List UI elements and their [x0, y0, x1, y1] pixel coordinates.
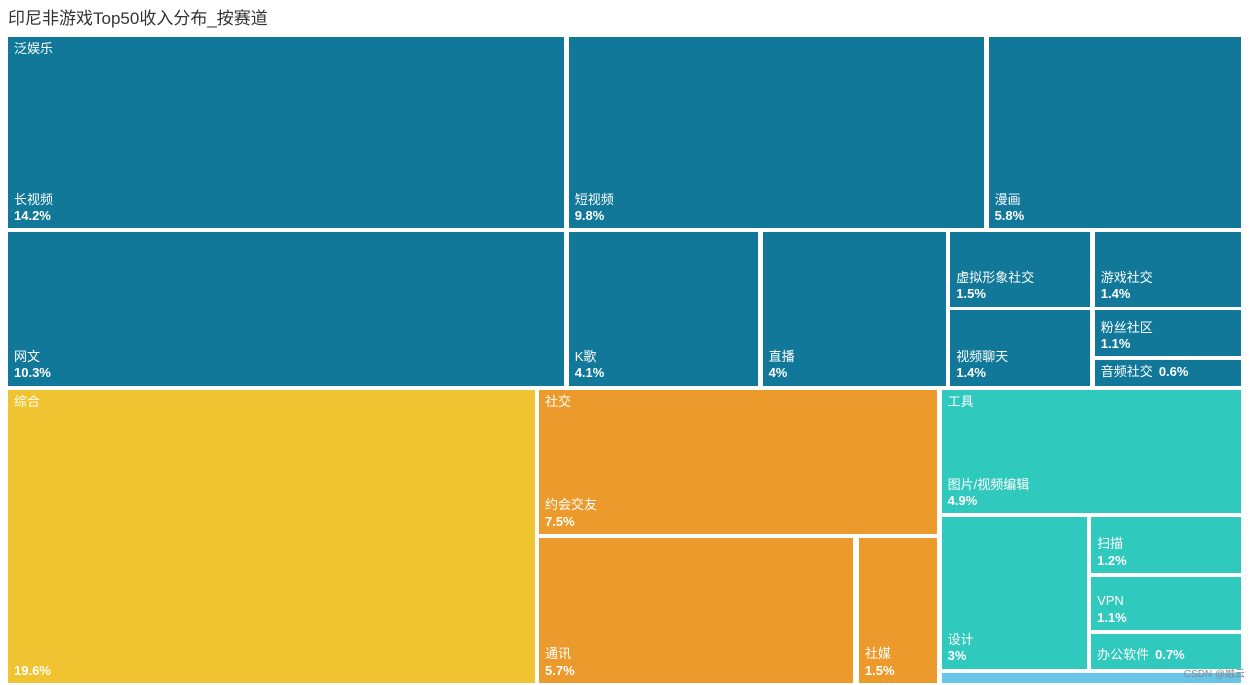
cell-value: 0.7%: [1155, 647, 1185, 662]
treemap-cell: 网文10.3%: [8, 232, 564, 386]
watermark: CSDN @融云: [1184, 665, 1245, 680]
treemap-cell: 短视频9.8%: [569, 37, 984, 228]
cell-name: 视频聊天: [956, 349, 1084, 365]
treemap-cell: 直播4%: [763, 232, 946, 386]
cell-value: 0.6%: [1159, 364, 1189, 379]
cell-value: 3%: [948, 648, 1081, 664]
cell-label: 漫画5.8%: [989, 188, 1241, 229]
cell-label: 视频聊天1.4%: [950, 345, 1090, 386]
cell-name: 游戏社交: [1101, 270, 1235, 286]
group-label: 泛娱乐: [8, 37, 564, 61]
cell-label: 游戏社交1.4%: [1095, 266, 1241, 307]
cell-name: 长视频: [14, 192, 558, 208]
treemap-chart: 泛娱乐长视频14.2%短视频9.8%漫画5.8%网文10.3%K歌4.1%直播4…: [8, 37, 1243, 685]
cell-label: 长视频14.2%: [8, 188, 564, 229]
cell-name: 网文: [14, 349, 558, 365]
cell-name: 音频社交: [1101, 364, 1153, 379]
cell-label: 社媒1.5%: [859, 642, 937, 683]
cell-value: 10.3%: [14, 365, 558, 381]
cell-value: 4.9%: [948, 493, 1235, 509]
cell-label: 通讯5.7%: [539, 642, 853, 683]
treemap-group-综合: 综合 19.6%: [8, 390, 535, 683]
cell-name: 短视频: [575, 192, 978, 208]
cell-name: 图片/视频编辑: [948, 477, 1235, 493]
treemap-cell: VPN1.1%: [1091, 577, 1241, 630]
cell-label: 扫描1.2%: [1091, 532, 1241, 573]
cell-name: 通讯: [545, 646, 847, 662]
cell-value: 7.5%: [545, 514, 931, 530]
treemap-cell: 通讯5.7%: [539, 538, 853, 683]
treemap-cell: 音频社交 0.6%: [1095, 360, 1241, 385]
cell-value: 19.6%: [14, 663, 529, 679]
cell-value: 5.8%: [995, 208, 1235, 224]
cell-name: 办公软件: [1097, 647, 1149, 662]
treemap-cell: 办公软件 0.7%: [1091, 634, 1241, 669]
treemap-cell: 游戏社交1.4%: [1095, 232, 1241, 306]
cell-value: 1.5%: [956, 286, 1084, 302]
treemap-cell: 设计3%: [942, 517, 1087, 669]
cell-label: 音频社交 0.6%: [1095, 360, 1241, 385]
cell-value: 1.2%: [1097, 553, 1235, 569]
cell-label: 直播4%: [763, 345, 946, 386]
group-label: 工具: [942, 390, 1241, 414]
chart-title: 印尼非游戏Top50收入分布_按赛道: [0, 0, 1251, 29]
cell-label: 约会交友7.5%: [539, 493, 937, 534]
group-label: 综合: [8, 390, 535, 414]
group-label: 社交: [539, 390, 937, 414]
treemap-cell: 粉丝社区1.1%: [1095, 310, 1241, 356]
cell-name: 扫描: [1097, 536, 1235, 552]
cell-label: 虚拟形象社交1.5%: [950, 266, 1090, 307]
cell-value: 1.1%: [1101, 336, 1235, 352]
cell-name: K歌: [575, 349, 752, 365]
cell-value: 1.4%: [956, 365, 1084, 381]
cell-label: VPN1.1%: [1091, 589, 1241, 630]
treemap-cell: 视频聊天1.4%: [950, 310, 1090, 385]
treemap-cell: 漫画5.8%: [989, 37, 1241, 228]
cell-value: 1.4%: [1101, 286, 1235, 302]
cell-label: 19.6%: [8, 659, 535, 683]
cell-name: VPN: [1097, 593, 1235, 609]
cell-value: 9.8%: [575, 208, 978, 224]
cell-value: 4.1%: [575, 365, 752, 381]
cell-name: 漫画: [995, 192, 1235, 208]
cell-name: 直播: [769, 349, 940, 365]
treemap-group-泛娱乐: 泛娱乐长视频14.2%: [8, 37, 564, 228]
cell-name: 社媒: [865, 646, 931, 662]
cell-name: 约会交友: [545, 497, 931, 513]
treemap-cell: 扫描1.2%: [1091, 517, 1241, 573]
cell-label: K歌4.1%: [569, 345, 758, 386]
treemap-group-社交: 社交约会交友7.5%: [539, 390, 937, 534]
cell-value: 5.7%: [545, 663, 847, 679]
cell-value: 4%: [769, 365, 940, 381]
cell-label: 短视频9.8%: [569, 188, 984, 229]
cell-label: 设计3%: [942, 628, 1087, 669]
cell-label: 网文10.3%: [8, 345, 564, 386]
cell-name: 虚拟形象社交: [956, 270, 1084, 286]
cell-value: 1.1%: [1097, 610, 1235, 626]
cell-label: 粉丝社区1.1%: [1095, 316, 1241, 357]
cell-name: 粉丝社区: [1101, 320, 1235, 336]
cell-value: 1.5%: [865, 663, 931, 679]
cell-value: 14.2%: [14, 208, 558, 224]
cell-name: 设计: [948, 632, 1081, 648]
treemap-cell: K歌4.1%: [569, 232, 758, 386]
cell-label: 图片/视频编辑4.9%: [942, 473, 1241, 514]
treemap-cell: 虚拟形象社交1.5%: [950, 232, 1090, 306]
treemap-cell: 社媒1.5%: [859, 538, 937, 683]
treemap-group-工具: 工具图片/视频编辑4.9%: [942, 390, 1241, 514]
